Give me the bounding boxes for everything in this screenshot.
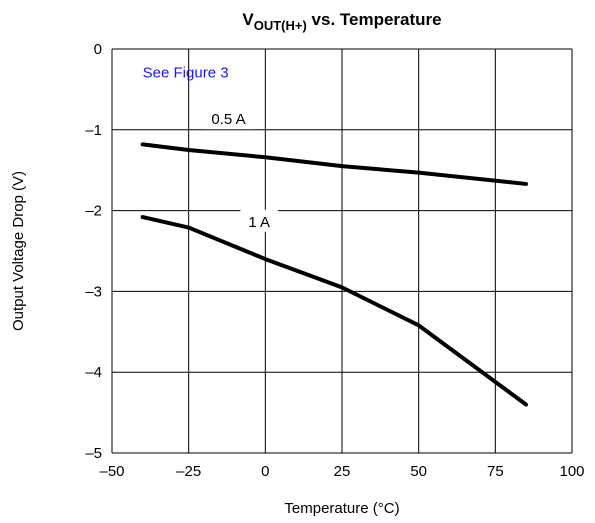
series-label-text: 0.5 A	[211, 111, 245, 128]
x-tick-label: –50	[99, 463, 124, 480]
chart-title-subscript: OUT(H+)	[254, 18, 307, 33]
series-label-2: 1 A	[240, 209, 279, 232]
x-tick-label: 100	[559, 463, 584, 480]
chart-title: VOUT(H+) vs. Temperature	[242, 10, 441, 33]
series-label-bg	[240, 209, 279, 232]
series-line-1	[140, 142, 528, 186]
x-tick-label: 0	[261, 463, 269, 480]
x-tick-label: 25	[334, 463, 351, 480]
series-line-2	[140, 215, 528, 407]
x-axis-label: Temperature (°C)	[284, 500, 399, 517]
y-tick-label: 0	[94, 41, 102, 58]
series-label-1: 0.5 A	[203, 107, 254, 130]
x-tick-label: –25	[176, 463, 201, 480]
annotation-text: See Figure 3	[143, 64, 229, 81]
y-axis-label: Output Voltage Drop (V)	[10, 171, 27, 331]
tick-labels: –50 –25 0 25 50 75 100 0 –1 –2 –3 –4 –5	[85, 41, 584, 480]
series-label-bg	[203, 107, 254, 130]
y-tick-label: –4	[85, 364, 102, 381]
chart-title-main: V	[242, 10, 254, 29]
y-tick-label: –1	[85, 122, 102, 139]
grid	[111, 48, 573, 454]
series-layer: 0.5 A 1 A	[140, 107, 528, 407]
y-tick-label: –2	[85, 203, 102, 220]
chart-title-rest: vs. Temperature	[307, 10, 442, 29]
x-tick-label: 50	[410, 463, 427, 480]
y-tick-label: –3	[85, 283, 102, 300]
y-tick-label: –5	[85, 445, 102, 462]
series-label-text: 1 A	[248, 214, 270, 231]
x-tick-label: 75	[487, 463, 504, 480]
annotations: See Figure 3	[143, 64, 229, 81]
